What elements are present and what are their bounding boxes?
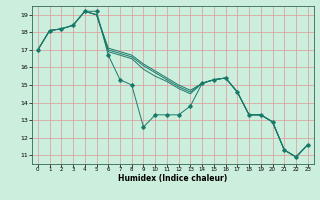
X-axis label: Humidex (Indice chaleur): Humidex (Indice chaleur) [118,174,228,183]
